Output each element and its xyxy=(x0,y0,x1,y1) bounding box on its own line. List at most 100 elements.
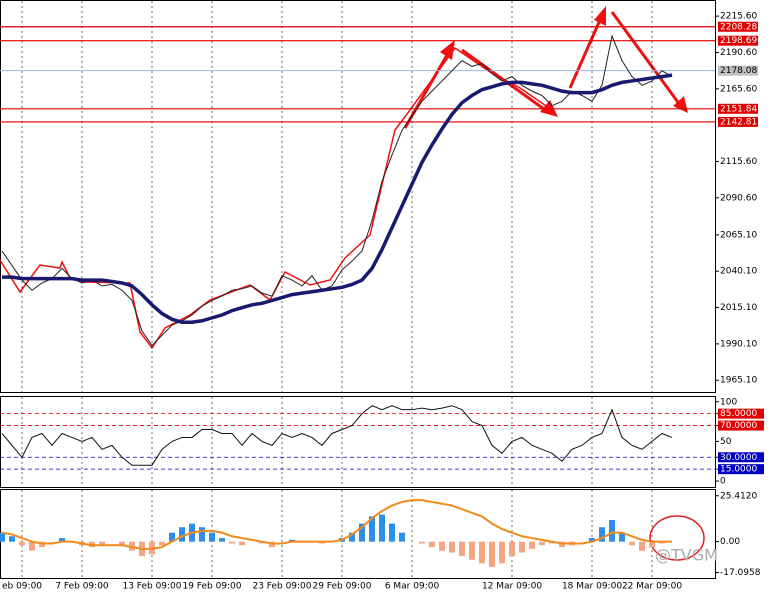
y-tick-label: 2190.60 xyxy=(720,48,757,58)
histogram-bar xyxy=(439,541,445,551)
histogram-bar xyxy=(59,538,65,542)
frames xyxy=(0,0,716,579)
level-box xyxy=(718,21,758,32)
histogram-bar xyxy=(619,532,625,542)
histogram-bar xyxy=(429,541,435,548)
histogram-bar xyxy=(509,541,515,557)
plot-area xyxy=(1,405,673,466)
arrowhead xyxy=(594,6,606,26)
zigzag xyxy=(0,46,556,350)
y-tick-label: 30.0000 xyxy=(720,453,757,463)
histogram-bar xyxy=(19,541,25,546)
histogram-bar xyxy=(449,541,455,553)
histogram-bar xyxy=(219,538,225,542)
histogram-bar xyxy=(459,541,465,557)
y-tick-label: -17.0958 xyxy=(720,568,761,578)
y-tick-label: 2215.60 xyxy=(720,12,757,22)
level-label: 2142.81 xyxy=(720,117,757,127)
x-tick-label: 7 Feb 09:00 xyxy=(55,582,109,592)
current-price-box xyxy=(718,65,758,76)
level-box xyxy=(718,35,758,46)
histogram-bar xyxy=(349,532,355,542)
histogram-bar xyxy=(119,541,125,546)
level-label: 2208.28 xyxy=(720,22,757,32)
arrowhead xyxy=(440,40,455,60)
level-label: 2151.84 xyxy=(720,104,757,114)
histogram-bar xyxy=(9,536,15,542)
y-tick-label: 2040.10 xyxy=(720,267,757,277)
histogram-bar xyxy=(229,541,235,544)
series-line xyxy=(1,405,673,466)
series-line xyxy=(2,73,673,324)
y-tick-label: 0 xyxy=(720,477,726,487)
histogram-bar xyxy=(589,538,595,542)
level-box xyxy=(718,452,764,463)
x-tick-label: 6 Mar 09:00 xyxy=(385,582,440,592)
histogram-bar xyxy=(399,532,405,542)
histogram-bar xyxy=(29,541,35,551)
histogram-bar xyxy=(519,541,525,553)
level-box xyxy=(718,103,758,114)
arrow-down xyxy=(610,11,682,106)
histogram-bar xyxy=(209,532,215,542)
series-line xyxy=(1,499,672,550)
histogram-bar xyxy=(99,541,105,546)
x-tick-label: 29 Feb 09:00 xyxy=(312,582,371,592)
histogram-bar xyxy=(609,519,615,542)
y-tick-label: 1990.10 xyxy=(720,339,757,349)
y-tick-label: 50 xyxy=(720,437,732,447)
y-tick-label: 15.0000 xyxy=(720,465,757,475)
series-line xyxy=(1,34,673,347)
y-tick-label: 2165.60 xyxy=(720,84,757,94)
arrow-up xyxy=(568,19,602,89)
x-tick-label: 18 Mar 09:00 xyxy=(562,582,622,592)
histogram-bar xyxy=(369,516,375,542)
x-tick-label: 23 Feb 09:00 xyxy=(252,582,311,592)
y-tick-label: 2065.10 xyxy=(720,230,757,240)
y-tick-label: 2115.60 xyxy=(720,157,757,167)
histogram-bar xyxy=(0,532,5,542)
x-tick-label: 13 Feb 09:00 xyxy=(122,582,181,592)
y-tick-label: 100 xyxy=(720,397,737,407)
histogram-bar xyxy=(639,541,645,551)
histogram-bar xyxy=(469,541,475,560)
y-tick-label: 1965.10 xyxy=(720,376,757,386)
histogram-bar xyxy=(179,527,185,542)
x-tick-label: 22 Mar 09:00 xyxy=(622,582,682,592)
histogram-bar xyxy=(539,541,545,546)
histogram-bar xyxy=(419,541,425,544)
histogram-bar xyxy=(389,523,395,542)
level-label: 2198.69 xyxy=(720,36,757,46)
level-box xyxy=(718,408,764,419)
level-box xyxy=(718,420,764,431)
x-tick-label: eb 09:00 xyxy=(2,582,42,592)
watermark: @TVGM xyxy=(655,546,718,565)
highlight-circle xyxy=(649,515,705,561)
histogram-bar xyxy=(629,541,635,546)
histogram-bar xyxy=(169,532,175,542)
y-tick-label: 25.4120 xyxy=(720,491,757,501)
current-price-label: 2178.08 xyxy=(720,66,757,76)
x-tick-label: 19 Feb 09:00 xyxy=(182,582,241,592)
histogram-bar xyxy=(159,541,165,546)
y-tick-label: 70.0000 xyxy=(720,421,757,431)
level-box xyxy=(718,116,758,127)
histogram-bar xyxy=(359,523,365,542)
y-tick-label: 0.00 xyxy=(720,537,740,547)
histogram-bar xyxy=(379,514,385,542)
histogram-bar xyxy=(479,541,485,564)
histogram-bar xyxy=(499,541,505,564)
y-tick-label: 85.0000 xyxy=(720,409,757,419)
y-tick-label: 2090.60 xyxy=(720,193,757,203)
histogram-bar xyxy=(199,527,205,542)
x-tick-label: 12 Mar 09:00 xyxy=(482,582,542,592)
plot-area xyxy=(0,499,672,567)
plot-area xyxy=(1,34,673,347)
histogram-bar xyxy=(599,527,605,542)
price-frame xyxy=(0,0,716,393)
histogram-bar xyxy=(529,541,535,549)
histogram-bar xyxy=(649,541,655,548)
level-box xyxy=(718,464,764,475)
